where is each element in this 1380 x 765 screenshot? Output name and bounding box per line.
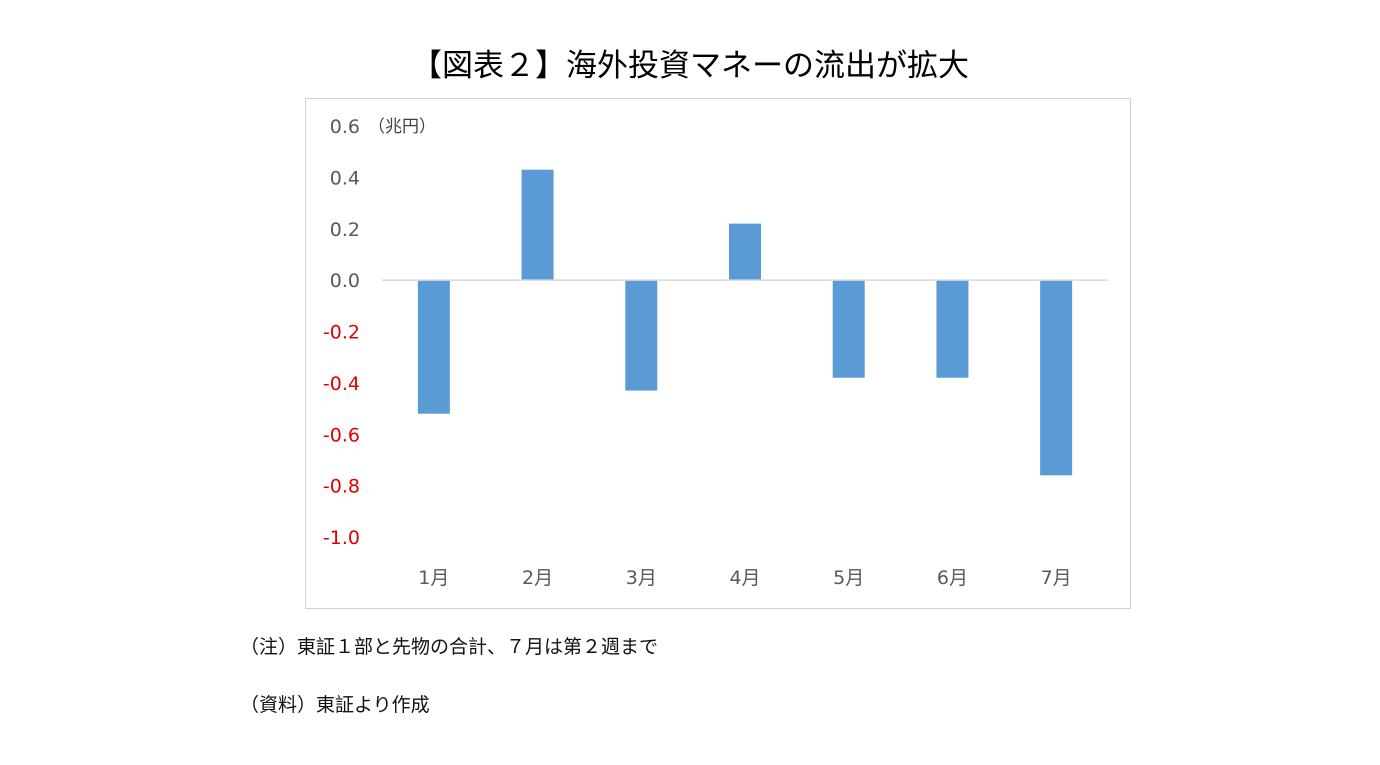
bar [521, 169, 554, 281]
source-note: （資料）東証より作成 [240, 694, 430, 716]
x-tick-label: 4月 [729, 567, 760, 589]
y-unit-label: （兆円） [368, 117, 436, 137]
x-tick-label: 3月 [626, 567, 657, 589]
y-tick-label: -0.2 [323, 322, 360, 344]
y-tick-label: -0.8 [323, 476, 360, 498]
bar [936, 280, 969, 378]
y-tick-label: 0.4 [330, 167, 360, 189]
y-tick-label: 0.2 [330, 219, 360, 241]
x-tick-label: 1月 [418, 567, 449, 589]
y-tick-label: 0.0 [330, 270, 360, 292]
chart-area [305, 98, 1131, 609]
y-tick-label: -1.0 [323, 527, 360, 549]
y-tick-label: -0.6 [323, 424, 360, 446]
y-tick-label: -0.4 [323, 373, 360, 395]
bar [1040, 280, 1073, 476]
x-tick-label: 5月 [833, 567, 864, 589]
y-tick-label: 0.6 [330, 116, 360, 138]
chart-title: 【図表２】海外投資マネーの流出が拡大 [411, 48, 969, 84]
x-tick-label: 7月 [1041, 567, 1072, 589]
bar [832, 280, 865, 378]
x-tick-label: 6月 [937, 567, 968, 589]
bar [625, 280, 658, 391]
x-tick-label: 2月 [522, 567, 553, 589]
bar [729, 223, 761, 281]
bar [417, 280, 450, 414]
footnote: （注）東証１部と先物の合計、７月は第２週まで [240, 636, 659, 658]
